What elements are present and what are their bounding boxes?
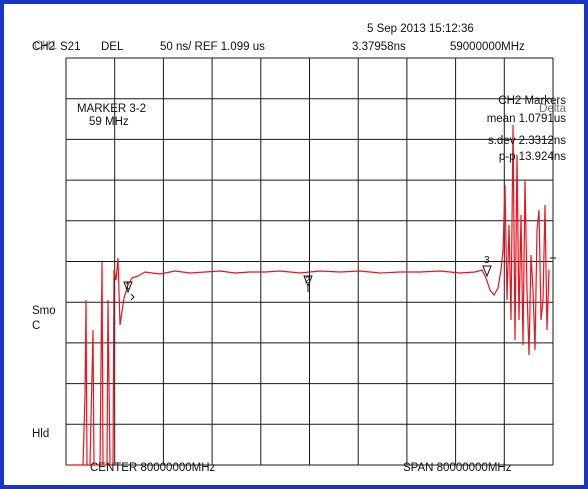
hold-label: Hld bbox=[32, 428, 50, 440]
stats-mean: mean 1.0791us bbox=[486, 113, 566, 125]
channel-label: CH2 bbox=[32, 41, 56, 53]
center-frequency-label: CENTER 80000000MHz bbox=[90, 462, 216, 474]
graticule bbox=[65, 57, 554, 466]
marker-1: 1 bbox=[123, 281, 135, 301]
stats-title: CH2 Markers bbox=[498, 95, 566, 107]
marker-readout-value: 3.37958ns bbox=[352, 41, 406, 53]
marker-box-value: 59 MHz bbox=[89, 116, 129, 128]
marker-box-title: MARKER 3-2 bbox=[77, 103, 147, 115]
marker-2: 2 bbox=[303, 275, 313, 292]
datetime-label: 5 Sep 2013 15:12:36 bbox=[367, 23, 474, 35]
stats-peak-to-peak: p-p 13.924ns bbox=[498, 151, 566, 163]
marker-3: 3 bbox=[482, 255, 492, 278]
marker-1-label: 1 bbox=[125, 281, 130, 291]
parameter-label: S21 bbox=[60, 41, 81, 53]
stats-sdev: s.dev 2.3312ns bbox=[487, 135, 566, 147]
marker-symbols: 1 2 3 bbox=[123, 255, 492, 301]
marker-2-label: 2 bbox=[305, 275, 310, 285]
scale-reference-label: 50 ns/ REF 1.099 us bbox=[160, 41, 265, 53]
stats-title-overlay: Delta bbox=[539, 103, 566, 115]
channel-overlay-label: CH1 bbox=[34, 40, 58, 52]
smoothing-label: Smo bbox=[32, 305, 56, 317]
delay-trace bbox=[66, 124, 550, 466]
marker-3-label: 3 bbox=[484, 255, 490, 266]
format-label: DEL bbox=[101, 41, 124, 53]
marker-readout-frequency: 59000000MHz bbox=[450, 41, 525, 53]
span-label: SPAN 80000000MHz bbox=[403, 462, 512, 474]
correction-label: C bbox=[32, 320, 41, 332]
